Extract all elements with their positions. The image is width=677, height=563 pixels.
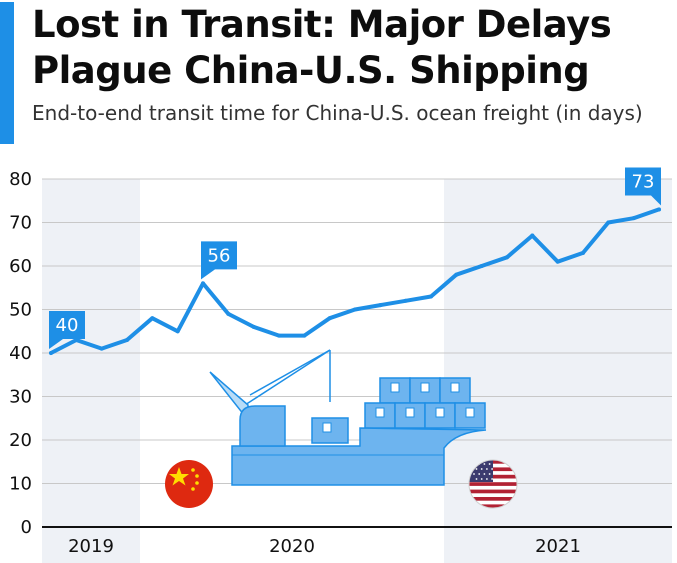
callout-73: 73 [625,167,661,206]
data-point [125,337,129,342]
data-point [201,281,205,286]
data-point [175,329,180,334]
data-point [378,303,383,308]
china-flag-icon [165,460,213,508]
data-point [302,333,307,338]
data-point [353,307,357,312]
data-point [606,220,611,225]
y-tick-label: 0 [21,517,32,538]
y-tick-label: 20 [9,430,32,451]
data-point [99,346,104,351]
data-point [555,259,560,264]
y-tick-label: 80 [9,169,32,190]
data-point [150,316,155,321]
data-point [74,337,79,342]
cargo-ship-icon [209,349,487,486]
y-tick-label: 40 [9,343,32,364]
data-point [251,324,256,329]
data-point [49,351,53,355]
x-band-label: 2021 [535,536,581,557]
x-band-label: 2019 [68,536,114,557]
chart-title: Lost in Transit: Major Delays Plague Chi… [32,3,612,92]
data-point [657,207,661,212]
data-point [505,255,509,260]
year-band-2021 [444,179,672,563]
year-band-2019 [42,179,140,563]
callout-label: 56 [208,245,231,266]
x-band-label: 2020 [269,536,315,557]
data-point [530,233,535,238]
y-tick-label: 10 [9,474,32,495]
y-tick-label: 50 [9,300,32,321]
callout-56: 56 [201,241,237,280]
data-point [327,316,332,321]
data-point [429,294,433,299]
chart-subtitle: End-to-end transit time for China-U.S. o… [32,101,643,125]
data-point [581,250,585,255]
data-point [631,216,636,221]
accent-bar [0,2,14,144]
data-point [479,264,484,268]
y-tick-label: 30 [9,387,32,408]
y-tick-label: 60 [9,256,32,277]
callout-40: 40 [49,311,85,349]
callout-label: 40 [56,315,79,336]
us-flag-icon [468,459,518,509]
data-point [277,333,281,338]
data-point [454,272,459,277]
data-point [226,311,231,316]
callout-label: 73 [632,171,655,192]
data-point [403,298,408,303]
y-tick-label: 70 [9,213,32,234]
